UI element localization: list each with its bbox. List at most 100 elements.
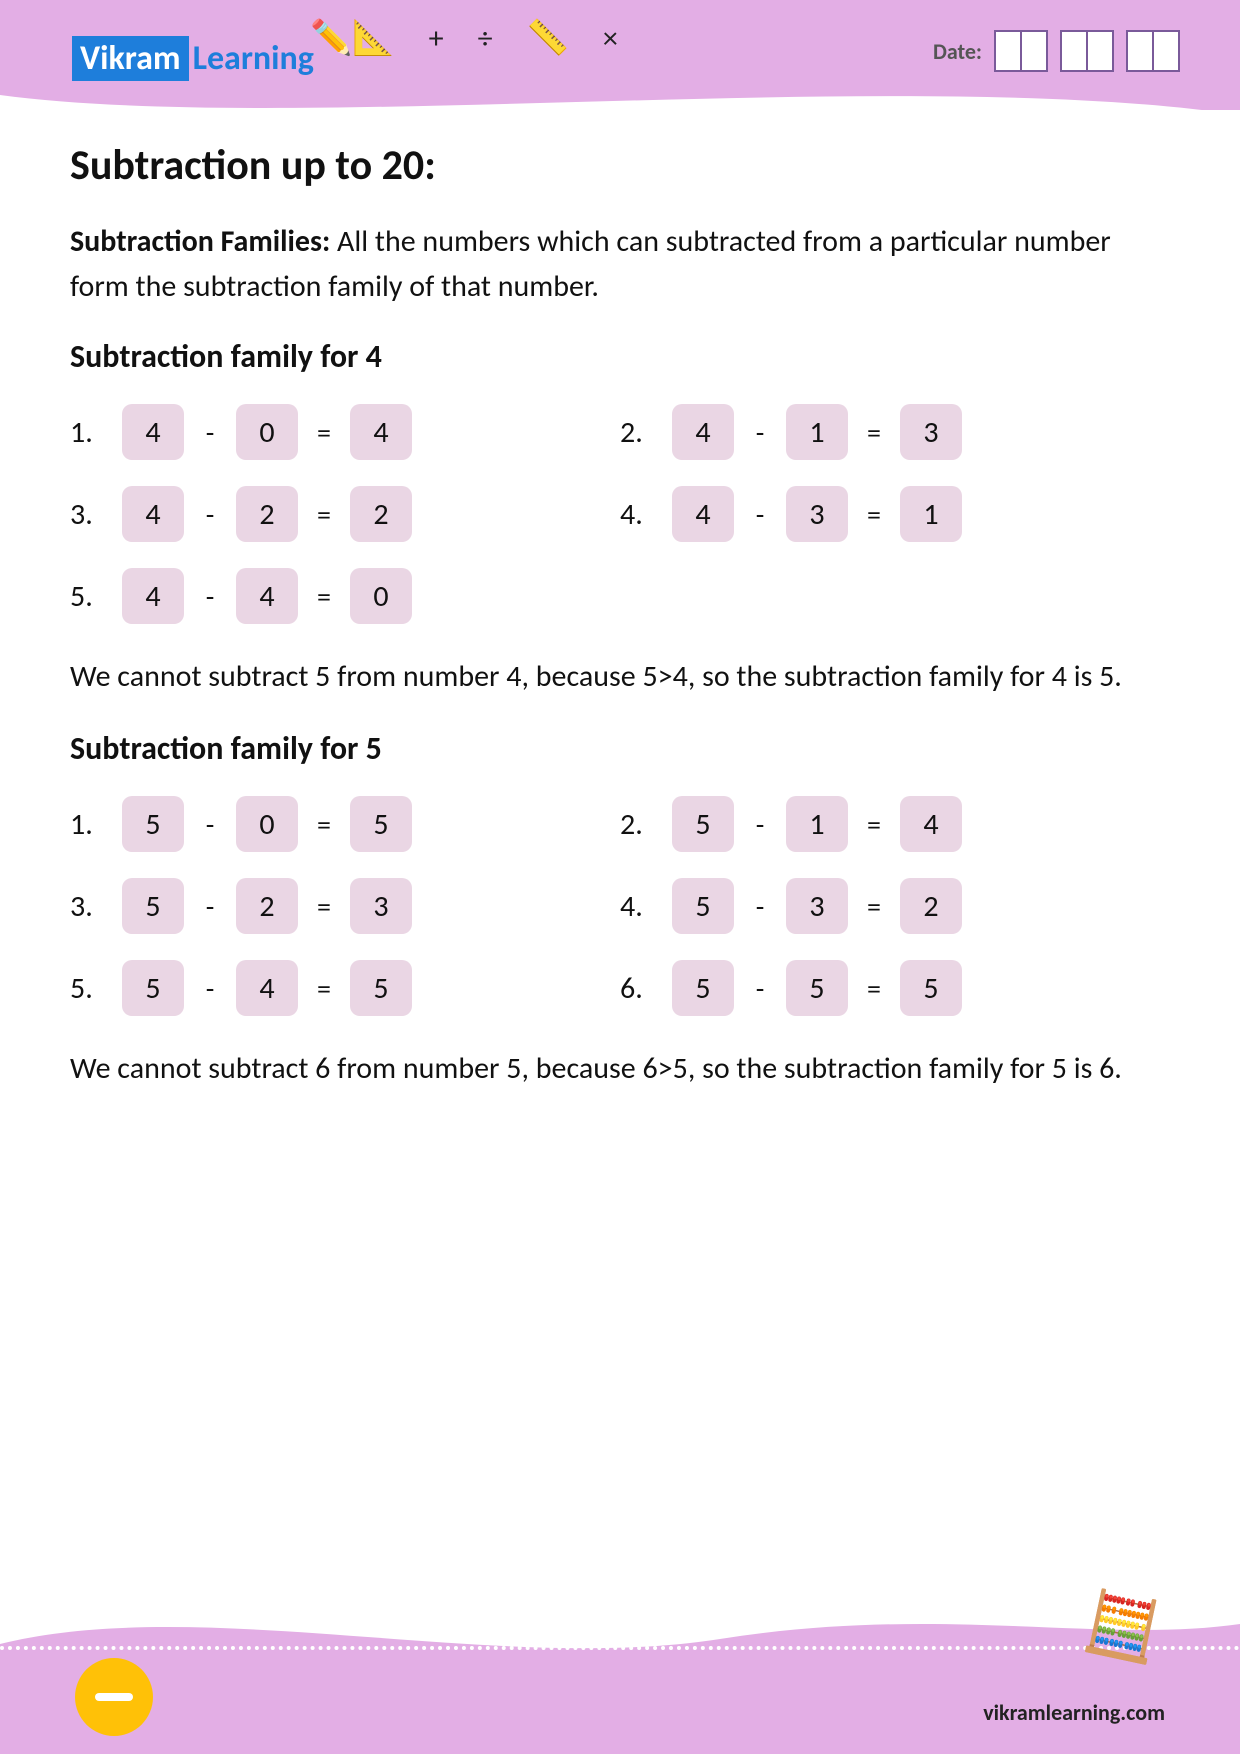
date-box-group-3 — [1126, 30, 1180, 72]
operand-b: 5 — [786, 960, 848, 1016]
section4-equations: 1.4-0=42.4-1=33.4-2=24.4-3=15.4-4=0 — [70, 404, 1170, 624]
result: 5 — [350, 796, 412, 852]
equation-row: 1.4-0=4 — [70, 404, 620, 460]
plus-icon: + — [429, 20, 444, 57]
operand-b: 3 — [786, 878, 848, 934]
equation-row: 5. 4-4 = 0 — [70, 568, 620, 624]
operand-b: 0 — [236, 404, 298, 460]
minus-op: - — [748, 415, 772, 450]
result: 0 — [350, 568, 412, 624]
equation-row: 6.5-5=5 — [620, 960, 1170, 1016]
minus-op: - — [748, 807, 772, 842]
intro-text: Subtraction Families: All the numbers wh… — [70, 219, 1170, 309]
operand-b: 4 — [236, 960, 298, 1016]
operand-a: 4 — [672, 404, 734, 460]
date-label: Date: — [933, 38, 982, 65]
date-box[interactable] — [1020, 30, 1048, 72]
eq-number: 1. — [70, 414, 108, 451]
eq-number: 5. — [70, 578, 108, 615]
operand-a: 4 — [122, 486, 184, 542]
result: 2 — [900, 878, 962, 934]
operand-a: 5 — [122, 960, 184, 1016]
minus-op: - — [198, 497, 222, 532]
date-box[interactable] — [1126, 30, 1154, 72]
section4-note: We cannot subtract 5 from number 4, beca… — [70, 654, 1170, 699]
result: 4 — [350, 404, 412, 460]
minus-op: - — [748, 889, 772, 924]
equation-row: 5.5-4=5 — [70, 960, 620, 1016]
date-box[interactable] — [1060, 30, 1088, 72]
minus-op: - — [748, 497, 772, 532]
equals-op: = — [862, 415, 886, 450]
minus-op: - — [198, 415, 222, 450]
operand-b: 4 — [236, 568, 298, 624]
operand-a: 4 — [122, 568, 184, 624]
minus-op: - — [198, 807, 222, 842]
date-box[interactable] — [1152, 30, 1180, 72]
date-box-group-2 — [1060, 30, 1114, 72]
equals-op: = — [862, 497, 886, 532]
operand-b: 3 — [786, 486, 848, 542]
equals-op: = — [862, 889, 886, 924]
site-url: vikramlearning.com — [983, 1699, 1165, 1726]
page-title: Subtraction up to 20: — [70, 140, 1170, 191]
equation-row: 3.5-2=3 — [70, 878, 620, 934]
result: 5 — [350, 960, 412, 1016]
result: 5 — [900, 960, 962, 1016]
date-box[interactable] — [994, 30, 1022, 72]
logo-right: Learning — [189, 38, 314, 79]
eq-number: 2. — [620, 414, 658, 451]
date-box[interactable] — [1086, 30, 1114, 72]
result: 4 — [900, 796, 962, 852]
footer: 🧮 vikramlearning.com — [0, 1584, 1240, 1754]
operand-a: 4 — [122, 404, 184, 460]
section5-heading: Subtraction family for 5 — [70, 729, 1170, 768]
result: 2 — [350, 486, 412, 542]
section5-note: We cannot subtract 6 from number 5, beca… — [70, 1046, 1170, 1091]
eq-number: 3. — [70, 888, 108, 925]
divide-icon: ÷ — [478, 20, 493, 57]
minus-op: - — [198, 579, 222, 614]
minus-circle-icon — [75, 1658, 153, 1736]
result: 1 — [900, 486, 962, 542]
footer-wave — [0, 1584, 1240, 1754]
minus-op: - — [198, 889, 222, 924]
equals-op: = — [862, 807, 886, 842]
eq-number: 3. — [70, 496, 108, 533]
calculator-icon: 🧮 — [1079, 1584, 1167, 1671]
equals-op: = — [312, 889, 336, 924]
equation-row: 3.4-2=2 — [70, 486, 620, 542]
operand-b: 1 — [786, 404, 848, 460]
ruler-icon: 📏 — [527, 18, 569, 59]
header-icons: ✏️📐 + ÷ 📏 × — [310, 18, 618, 59]
equation-row: 4.5-3=2 — [620, 878, 1170, 934]
footer-dotline — [0, 1646, 1240, 1650]
equals-op: = — [312, 497, 336, 532]
equals-op: = — [312, 807, 336, 842]
section5-equations: 1.5-0=52.5-1=43.5-2=34.5-3=25.5-4=56.5-5… — [70, 796, 1170, 1016]
operand-a: 5 — [122, 796, 184, 852]
date-boxes — [994, 30, 1180, 72]
pencil-triangle-icon: ✏️📐 — [310, 18, 395, 59]
equals-op: = — [312, 971, 336, 1006]
equation-row: 1.5-0=5 — [70, 796, 620, 852]
operand-a: 5 — [672, 960, 734, 1016]
eq-number: 2. — [620, 806, 658, 843]
logo: VikramLearning — [72, 38, 314, 79]
operand-b: 0 — [236, 796, 298, 852]
equals-op: = — [312, 579, 336, 614]
operand-a: 5 — [672, 796, 734, 852]
intro-bold: Subtraction Families: — [70, 223, 330, 260]
operand-b: 2 — [236, 486, 298, 542]
header-banner: VikramLearning ✏️📐 + ÷ 📏 × Date: — [0, 0, 1240, 110]
operand-b: 1 — [786, 796, 848, 852]
multiply-icon: × — [603, 20, 618, 57]
result: 3 — [900, 404, 962, 460]
content: Subtraction up to 20: Subtraction Famili… — [0, 110, 1240, 1091]
eq-number: 5. — [70, 970, 108, 1007]
header-wave — [0, 85, 1240, 135]
equation-row: 2. 5-1 = 4 — [620, 796, 1170, 852]
operand-a: 5 — [672, 878, 734, 934]
minus-op: - — [748, 971, 772, 1006]
result: 3 — [350, 878, 412, 934]
